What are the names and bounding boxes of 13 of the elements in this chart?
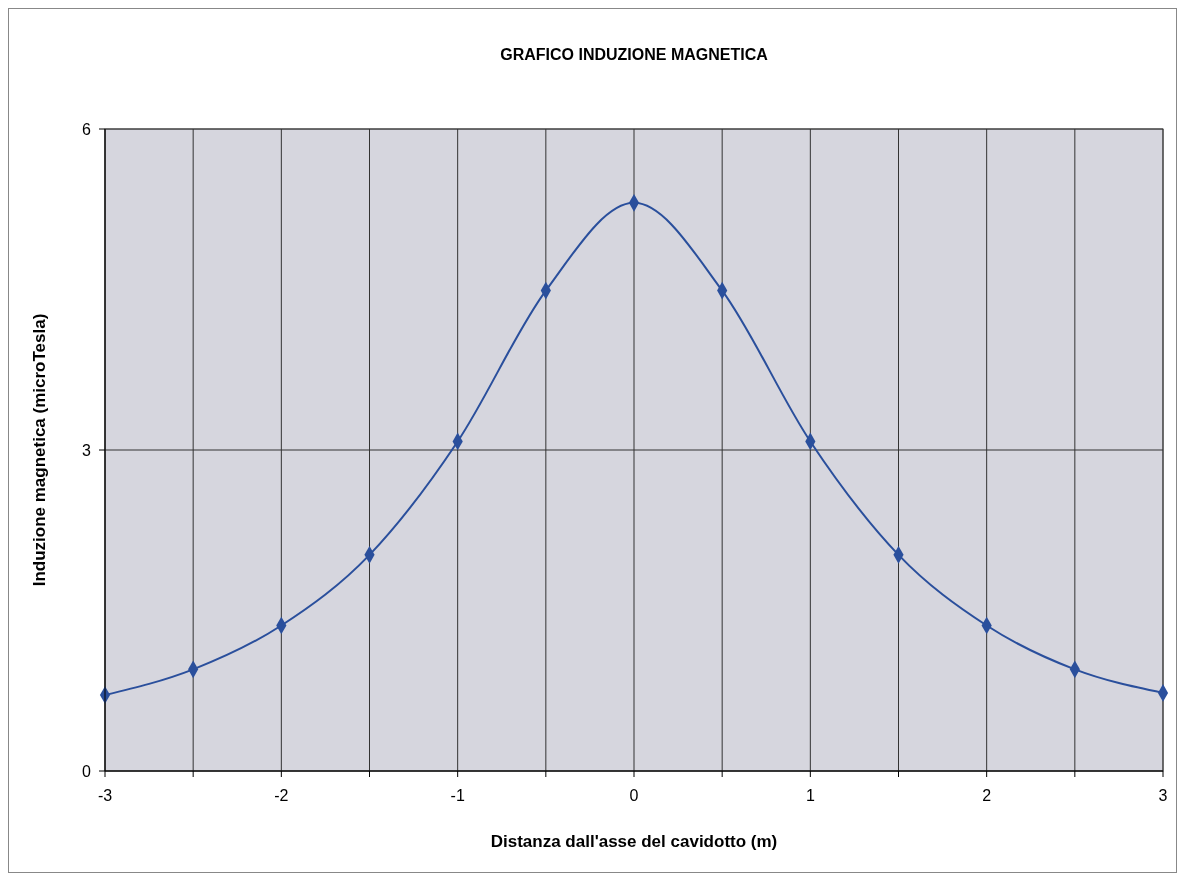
- y-tick-label: 3: [82, 442, 92, 459]
- x-tick-label: 1: [805, 787, 815, 804]
- x-axis-title: Distanza dall'asse del cavidotto (m): [490, 832, 778, 851]
- x-tick-label: 3: [1158, 787, 1168, 804]
- x-tick-label: -1: [450, 787, 465, 804]
- y-tick-label: 6: [82, 121, 92, 138]
- x-tick-label: 2: [982, 787, 992, 804]
- x-tick-label: -3: [97, 787, 113, 804]
- chart-title: GRAFICO INDUZIONE MAGNETICA: [500, 46, 769, 63]
- x-tick-label: -2: [274, 787, 289, 804]
- x-tick-label: 0: [629, 787, 639, 804]
- y-tick-label: 0: [82, 763, 92, 780]
- y-axis-title: Induzione magnetica (microTesla): [30, 313, 49, 587]
